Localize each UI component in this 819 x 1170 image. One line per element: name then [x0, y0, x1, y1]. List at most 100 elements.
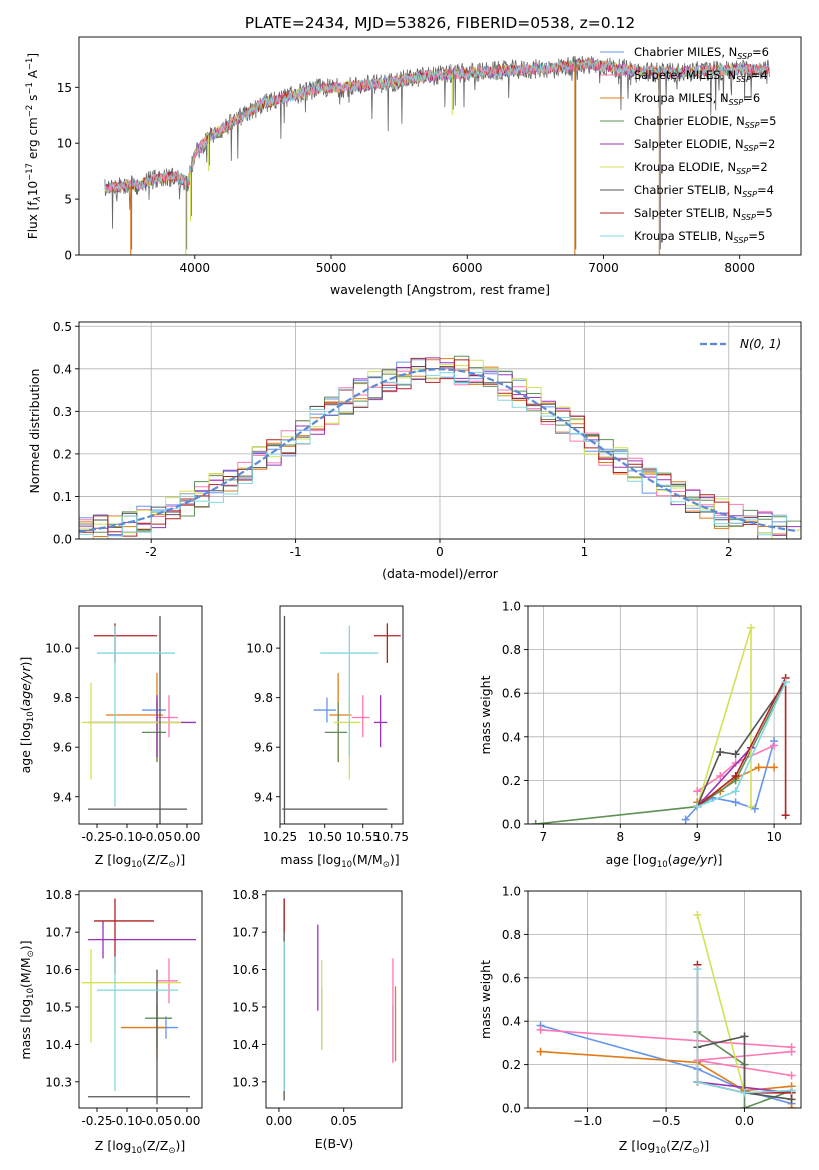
y-tick-label: 9.6 [53, 741, 72, 755]
legend-label-sub: SSP [745, 121, 760, 130]
legend-label: Salpeter STELIB, NSSP=5 [634, 206, 773, 222]
x-label-part: Z [log [95, 1138, 131, 1153]
y-label-part: 10 [26, 181, 40, 196]
x-tick-label: 4000 [180, 261, 211, 275]
x-label-part: 10 [655, 1146, 666, 1156]
x-axis-label: age [log10(age/yr)] [606, 852, 723, 870]
x-tick-label: 10.50 [308, 830, 342, 844]
x-label-part: ( [668, 852, 673, 867]
x-tick-label: 5000 [316, 261, 347, 275]
x-label-part: mass [log [280, 852, 341, 867]
legend-label-tail: =2 [758, 137, 775, 151]
weight-series-line [535, 681, 787, 824]
x-tick-label: 0.00 [266, 1114, 293, 1128]
x-label-part: )] [175, 852, 185, 867]
x-tick-label: 7 [540, 830, 548, 844]
x-axis-label: (data-model)/error [382, 566, 499, 581]
weight-point-marker [693, 787, 702, 796]
legend-label: Salpeter MILES, NSSP=4 [634, 68, 768, 84]
x-label-part: ⊙ [383, 860, 390, 870]
y-tick-label: 9.4 [53, 790, 72, 804]
y-tick-label: 10.7 [232, 926, 259, 940]
legend-label-main: Salpeter STELIB, N [634, 206, 741, 220]
x-tick-label: 10.75 [375, 830, 409, 844]
x-tick-label: 0 [436, 545, 444, 559]
weight-point-marker [770, 763, 779, 772]
plot-area [536, 910, 796, 1108]
legend-label-tail: =2 [751, 160, 768, 174]
y-tick-label: 10.4 [45, 1038, 72, 1052]
plot-area [282, 615, 401, 824]
x-tick-label: 0.0 [735, 1114, 754, 1128]
y-label-part: ( [18, 706, 33, 711]
y-label-part: A [26, 69, 40, 82]
x-label-part: (Z/Z [142, 1138, 168, 1153]
plot-area [82, 898, 196, 1105]
y-tick-label: 0.0 [502, 818, 521, 832]
weight-point-marker [693, 965, 702, 974]
x-tick-label: −1.0 [573, 1114, 602, 1128]
weight-point-marker [716, 748, 725, 757]
x-label-part: Z [log [619, 1138, 655, 1153]
x-tick-label: 10.25 [263, 830, 297, 844]
x-label-part: age/yr [673, 852, 714, 867]
y-tick-label: 0.0 [502, 1102, 521, 1116]
y-label-part: age [log [18, 722, 33, 773]
weight-point-marker [747, 623, 756, 632]
legend-label-sub: SSP [736, 167, 751, 176]
y-tick-label: 10.4 [232, 1038, 259, 1052]
legend-label: Chabrier MILES, NSSP=6 [634, 45, 769, 61]
y-tick-label: 10.0 [246, 642, 273, 656]
x-tick-label: -1 [290, 545, 302, 559]
y-tick-label: 0.4 [502, 1015, 521, 1029]
legend-label-main: Kroupa ELODIE, N [634, 160, 736, 174]
legend-label-main: Chabrier MILES, N [634, 45, 737, 59]
x-axis-label: Z [log10(Z/Z⊙)] [95, 1138, 185, 1156]
y-tick-label: 10.5 [45, 1000, 72, 1014]
weight-point-marker [754, 763, 763, 772]
y-label-part: age/yr [18, 666, 33, 707]
y-tick-label: 0.2 [502, 774, 521, 788]
y-tick-label: 0.8 [502, 643, 521, 657]
weight-point-marker [731, 787, 740, 796]
y-tick-label: 0.4 [502, 730, 521, 744]
legend-label-sub: SSP [729, 98, 744, 107]
weight-point-marker [693, 802, 702, 811]
weight-point-marker [787, 1104, 796, 1108]
weight-point-marker [681, 815, 690, 824]
legend-label-main: Salpeter ELODIE, N [634, 137, 744, 151]
legend-label-tail: =4 [757, 183, 774, 197]
weight-point-marker [781, 678, 790, 687]
x-tick-label: -2 [145, 545, 157, 559]
y-tick-label: 1.0 [502, 885, 521, 899]
y-tick-label: 0.4 [53, 362, 72, 376]
y-tick-label: 10.6 [232, 963, 259, 977]
legend-label-sub: SSP [744, 144, 759, 153]
y-tick-label: 0.0 [53, 533, 72, 547]
x-tick-label: -0.05 [141, 830, 172, 844]
y-label-part: ⊙ [26, 950, 36, 957]
weight-series-line [685, 740, 775, 821]
mass-vs-metallicity-panel: -0.25-0.10-0.05 0.00 10.3 10.4 10.5 10.6 10.7 1… [18, 888, 203, 1156]
frame-layer: -0.25-0.10-0.05 0.00 10.3 10.4 10.5 10.6 10.7 1… [45, 888, 203, 1128]
weight-series-line [696, 677, 787, 816]
x-tick-label: 7000 [588, 261, 619, 275]
legend-label-tail: =4 [751, 68, 768, 82]
x-axis-label: Z [log10(Z/Z⊙)] [95, 852, 185, 870]
x-label-part: ⊙ [168, 1146, 175, 1156]
x-label-part: 10 [657, 860, 668, 870]
residual-histogram [79, 357, 801, 536]
y-tick-label: 10 [57, 137, 72, 151]
y-axis-label: mass weight [478, 960, 493, 1039]
axes-frame [527, 890, 802, 1109]
x-tick-label: -0.05 [141, 1114, 172, 1128]
y-label-part: λ [33, 196, 43, 202]
y-tick-label: 9.8 [53, 691, 72, 705]
x-label-part: )] [699, 1138, 709, 1153]
spectrum-line [104, 60, 770, 193]
legend-label-sub: SSP [736, 75, 751, 84]
axes-frame [78, 605, 203, 825]
weight-series-line [696, 969, 792, 1094]
legend-label-main: Chabrier ELODIE, N [634, 114, 745, 128]
frame-layer: 4000 5000 6000 7000 8000 0 5 10 15 [57, 36, 802, 275]
